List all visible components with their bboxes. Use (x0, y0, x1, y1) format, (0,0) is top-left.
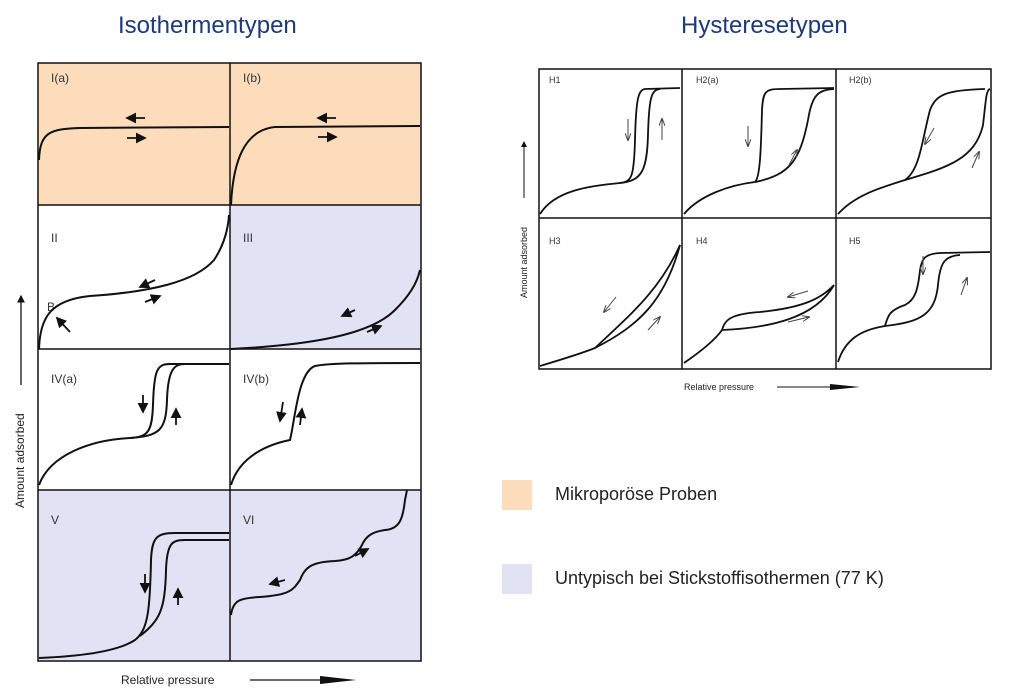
panel-label-v: V (51, 513, 59, 527)
x-axis-label: Relative pressure (121, 673, 215, 687)
isotherm-types-heading: Isothermentypen (118, 12, 297, 39)
curve-h5 (837, 251, 991, 363)
curve-h2-a (683, 87, 835, 215)
panel-label-h1: H1 (549, 75, 561, 85)
arrow-up-right-icon (971, 152, 979, 169)
legend-swatch-microporous (502, 480, 532, 510)
hysteresis-grid: H1 H2(a) H2(b) H3 H4 H5 (519, 68, 992, 392)
curve-h1-adsorption (619, 88, 661, 184)
arrow-down-left-icon (604, 296, 617, 312)
curve-h2-b-adsorption (904, 88, 991, 181)
panel-bg-v (38, 490, 230, 661)
arrow-up-icon (295, 407, 307, 426)
panel-bg-i-b (230, 63, 421, 205)
arrow-right-icon (787, 317, 809, 323)
curve-v-adsorption (139, 539, 229, 637)
panel-label-vi: VI (243, 513, 254, 527)
arrow-left-icon (340, 307, 356, 318)
hysteresis-y-axis-label: Amount adsorbed (519, 227, 529, 298)
curve-iv-a-desorption (38, 363, 229, 486)
panel-bg-vi (230, 490, 421, 661)
curve-ii (38, 214, 230, 350)
curve-iii (230, 269, 421, 350)
legend-label-atypical: Untypisch bei Stickstoffisothermen (77 K… (555, 568, 884, 588)
curve-h2-a-adsorption (754, 88, 835, 183)
arrow-left-icon (138, 278, 156, 289)
panel-label-iv-b: IV(b) (243, 372, 269, 386)
legend-swatch-atypical (502, 564, 532, 594)
arrow-down-left-icon (925, 127, 935, 144)
curve-h4 (683, 284, 835, 364)
panel-label-iv-a: IV(a) (51, 372, 77, 386)
arrow-down-icon (276, 401, 287, 423)
curve-h3-upper (594, 244, 681, 349)
panel-bg-iii (230, 205, 421, 349)
arrow-up-right-icon (788, 150, 797, 166)
curve-iv-a-adsorption (129, 363, 186, 439)
curve-h1 (539, 87, 681, 215)
arrow-left-icon (788, 290, 809, 297)
hysteresis-x-axis-arrow-icon (830, 384, 860, 390)
panel-label-h2-b: H2(b) (849, 75, 872, 85)
arrow-right-icon (144, 294, 162, 305)
legend-label-microporous: Mikroporöse Proben (555, 484, 718, 504)
panel-label-h3: H3 (549, 236, 561, 246)
curve-h5-adsorption (884, 254, 961, 327)
panel-label-h4: H4 (696, 236, 708, 246)
panel-label-h5: H5 (849, 236, 861, 246)
panel-label-h2-a: H2(a) (696, 75, 719, 85)
curve-i-a (38, 126, 230, 161)
panel-label-i-a: I(a) (51, 71, 69, 85)
curve-vi (230, 489, 408, 616)
arrow-right-icon (366, 324, 383, 335)
curve-h3 (539, 244, 681, 367)
hysteresis-x-axis-label: Relative pressure (684, 382, 754, 392)
y-axis-label: Amount adsorbed (13, 413, 27, 508)
arrow-up-right-icon (647, 317, 660, 331)
isotherm-grid: I(a) I(b) II III IV(a) IV(b) V VI B (13, 62, 422, 687)
panel-label-i-b: I(b) (243, 71, 261, 85)
point-b-label: B (47, 300, 55, 314)
curve-h2-b (837, 88, 986, 215)
curve-v-desorption (38, 532, 229, 659)
panel-label-ii: II (51, 231, 58, 245)
curve-iv-b (230, 362, 421, 486)
arrow-up-left-icon (55, 316, 71, 333)
arrow-up-right-icon (960, 278, 967, 296)
panel-bg-i-a (38, 63, 230, 205)
arrow-left-icon (268, 576, 286, 587)
curve-i-b (230, 125, 421, 206)
hysteresis-types-heading: Hysteresetypen (681, 12, 848, 39)
x-axis-arrow-icon (320, 676, 356, 684)
curve-h4-lower (721, 284, 835, 331)
panel-label-iii: III (243, 231, 253, 245)
arrow-right-icon (354, 548, 370, 559)
